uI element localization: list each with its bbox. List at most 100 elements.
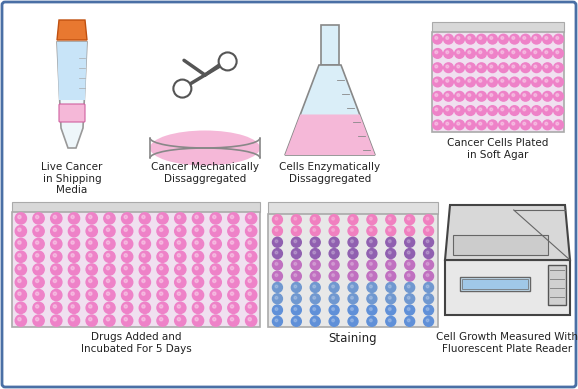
Circle shape xyxy=(231,279,234,282)
Circle shape xyxy=(291,249,301,259)
Circle shape xyxy=(367,271,377,281)
Circle shape xyxy=(294,229,297,231)
Circle shape xyxy=(213,266,216,270)
Circle shape xyxy=(195,266,198,270)
Circle shape xyxy=(534,122,537,125)
Polygon shape xyxy=(321,25,339,65)
Circle shape xyxy=(157,226,168,237)
Circle shape xyxy=(275,274,278,277)
Circle shape xyxy=(248,279,251,282)
Circle shape xyxy=(554,91,564,101)
Circle shape xyxy=(426,229,429,231)
Circle shape xyxy=(248,254,251,257)
Circle shape xyxy=(490,51,492,54)
Circle shape xyxy=(35,215,39,219)
Circle shape xyxy=(556,108,559,111)
Circle shape xyxy=(157,302,168,314)
Circle shape xyxy=(33,238,44,250)
Circle shape xyxy=(124,317,127,321)
Circle shape xyxy=(210,251,221,262)
Circle shape xyxy=(210,302,221,314)
Circle shape xyxy=(248,317,251,321)
Circle shape xyxy=(246,277,257,288)
Circle shape xyxy=(88,241,92,244)
Circle shape xyxy=(435,51,438,54)
Circle shape xyxy=(554,77,564,87)
Circle shape xyxy=(348,260,358,270)
Circle shape xyxy=(499,63,508,73)
Circle shape xyxy=(86,238,97,250)
Circle shape xyxy=(512,79,515,82)
Circle shape xyxy=(310,226,320,236)
Circle shape xyxy=(534,65,537,68)
Circle shape xyxy=(545,37,548,39)
Circle shape xyxy=(228,302,239,314)
Circle shape xyxy=(310,282,320,293)
Circle shape xyxy=(106,254,110,257)
Circle shape xyxy=(424,271,434,281)
Circle shape xyxy=(210,238,221,250)
Circle shape xyxy=(499,77,508,87)
Bar xyxy=(432,32,564,132)
Circle shape xyxy=(246,289,257,301)
Circle shape xyxy=(195,292,198,295)
Circle shape xyxy=(388,274,391,277)
Circle shape xyxy=(246,213,257,224)
Circle shape xyxy=(477,91,486,101)
Circle shape xyxy=(213,215,216,219)
Circle shape xyxy=(248,228,251,231)
Circle shape xyxy=(313,240,316,243)
Circle shape xyxy=(33,264,44,275)
Circle shape xyxy=(291,226,301,236)
Circle shape xyxy=(367,316,377,326)
Circle shape xyxy=(175,238,186,250)
Circle shape xyxy=(68,315,80,326)
Circle shape xyxy=(457,122,460,125)
Circle shape xyxy=(466,77,475,87)
Circle shape xyxy=(71,254,75,257)
Circle shape xyxy=(33,251,44,262)
Circle shape xyxy=(86,264,97,275)
Circle shape xyxy=(426,285,429,288)
Circle shape xyxy=(88,254,92,257)
Circle shape xyxy=(104,302,115,314)
Circle shape xyxy=(248,305,251,308)
Circle shape xyxy=(68,238,80,250)
Circle shape xyxy=(351,285,353,288)
Circle shape xyxy=(444,106,453,116)
Circle shape xyxy=(501,108,504,111)
Circle shape xyxy=(468,108,470,111)
Circle shape xyxy=(386,305,396,315)
Circle shape xyxy=(499,34,508,44)
Circle shape xyxy=(545,122,548,125)
Circle shape xyxy=(160,215,163,219)
Circle shape xyxy=(35,317,39,321)
Circle shape xyxy=(228,238,239,250)
Text: Staining: Staining xyxy=(329,332,377,345)
Circle shape xyxy=(53,266,57,270)
Circle shape xyxy=(369,240,372,243)
Circle shape xyxy=(426,296,429,299)
Circle shape xyxy=(192,277,203,288)
Circle shape xyxy=(369,296,372,299)
Circle shape xyxy=(18,215,21,219)
Circle shape xyxy=(479,65,481,68)
Circle shape xyxy=(477,106,486,116)
Circle shape xyxy=(15,238,27,250)
Circle shape xyxy=(424,260,434,270)
Polygon shape xyxy=(285,65,375,155)
Circle shape xyxy=(18,305,21,308)
Circle shape xyxy=(35,292,39,295)
Circle shape xyxy=(468,65,470,68)
Circle shape xyxy=(433,91,442,101)
Circle shape xyxy=(510,63,520,73)
Circle shape xyxy=(455,49,464,58)
Circle shape xyxy=(433,77,442,87)
Circle shape xyxy=(121,226,133,237)
Circle shape xyxy=(367,237,377,247)
Circle shape xyxy=(457,37,460,39)
Circle shape xyxy=(510,106,520,116)
Circle shape xyxy=(272,226,283,236)
Circle shape xyxy=(195,228,198,231)
Circle shape xyxy=(310,249,320,259)
